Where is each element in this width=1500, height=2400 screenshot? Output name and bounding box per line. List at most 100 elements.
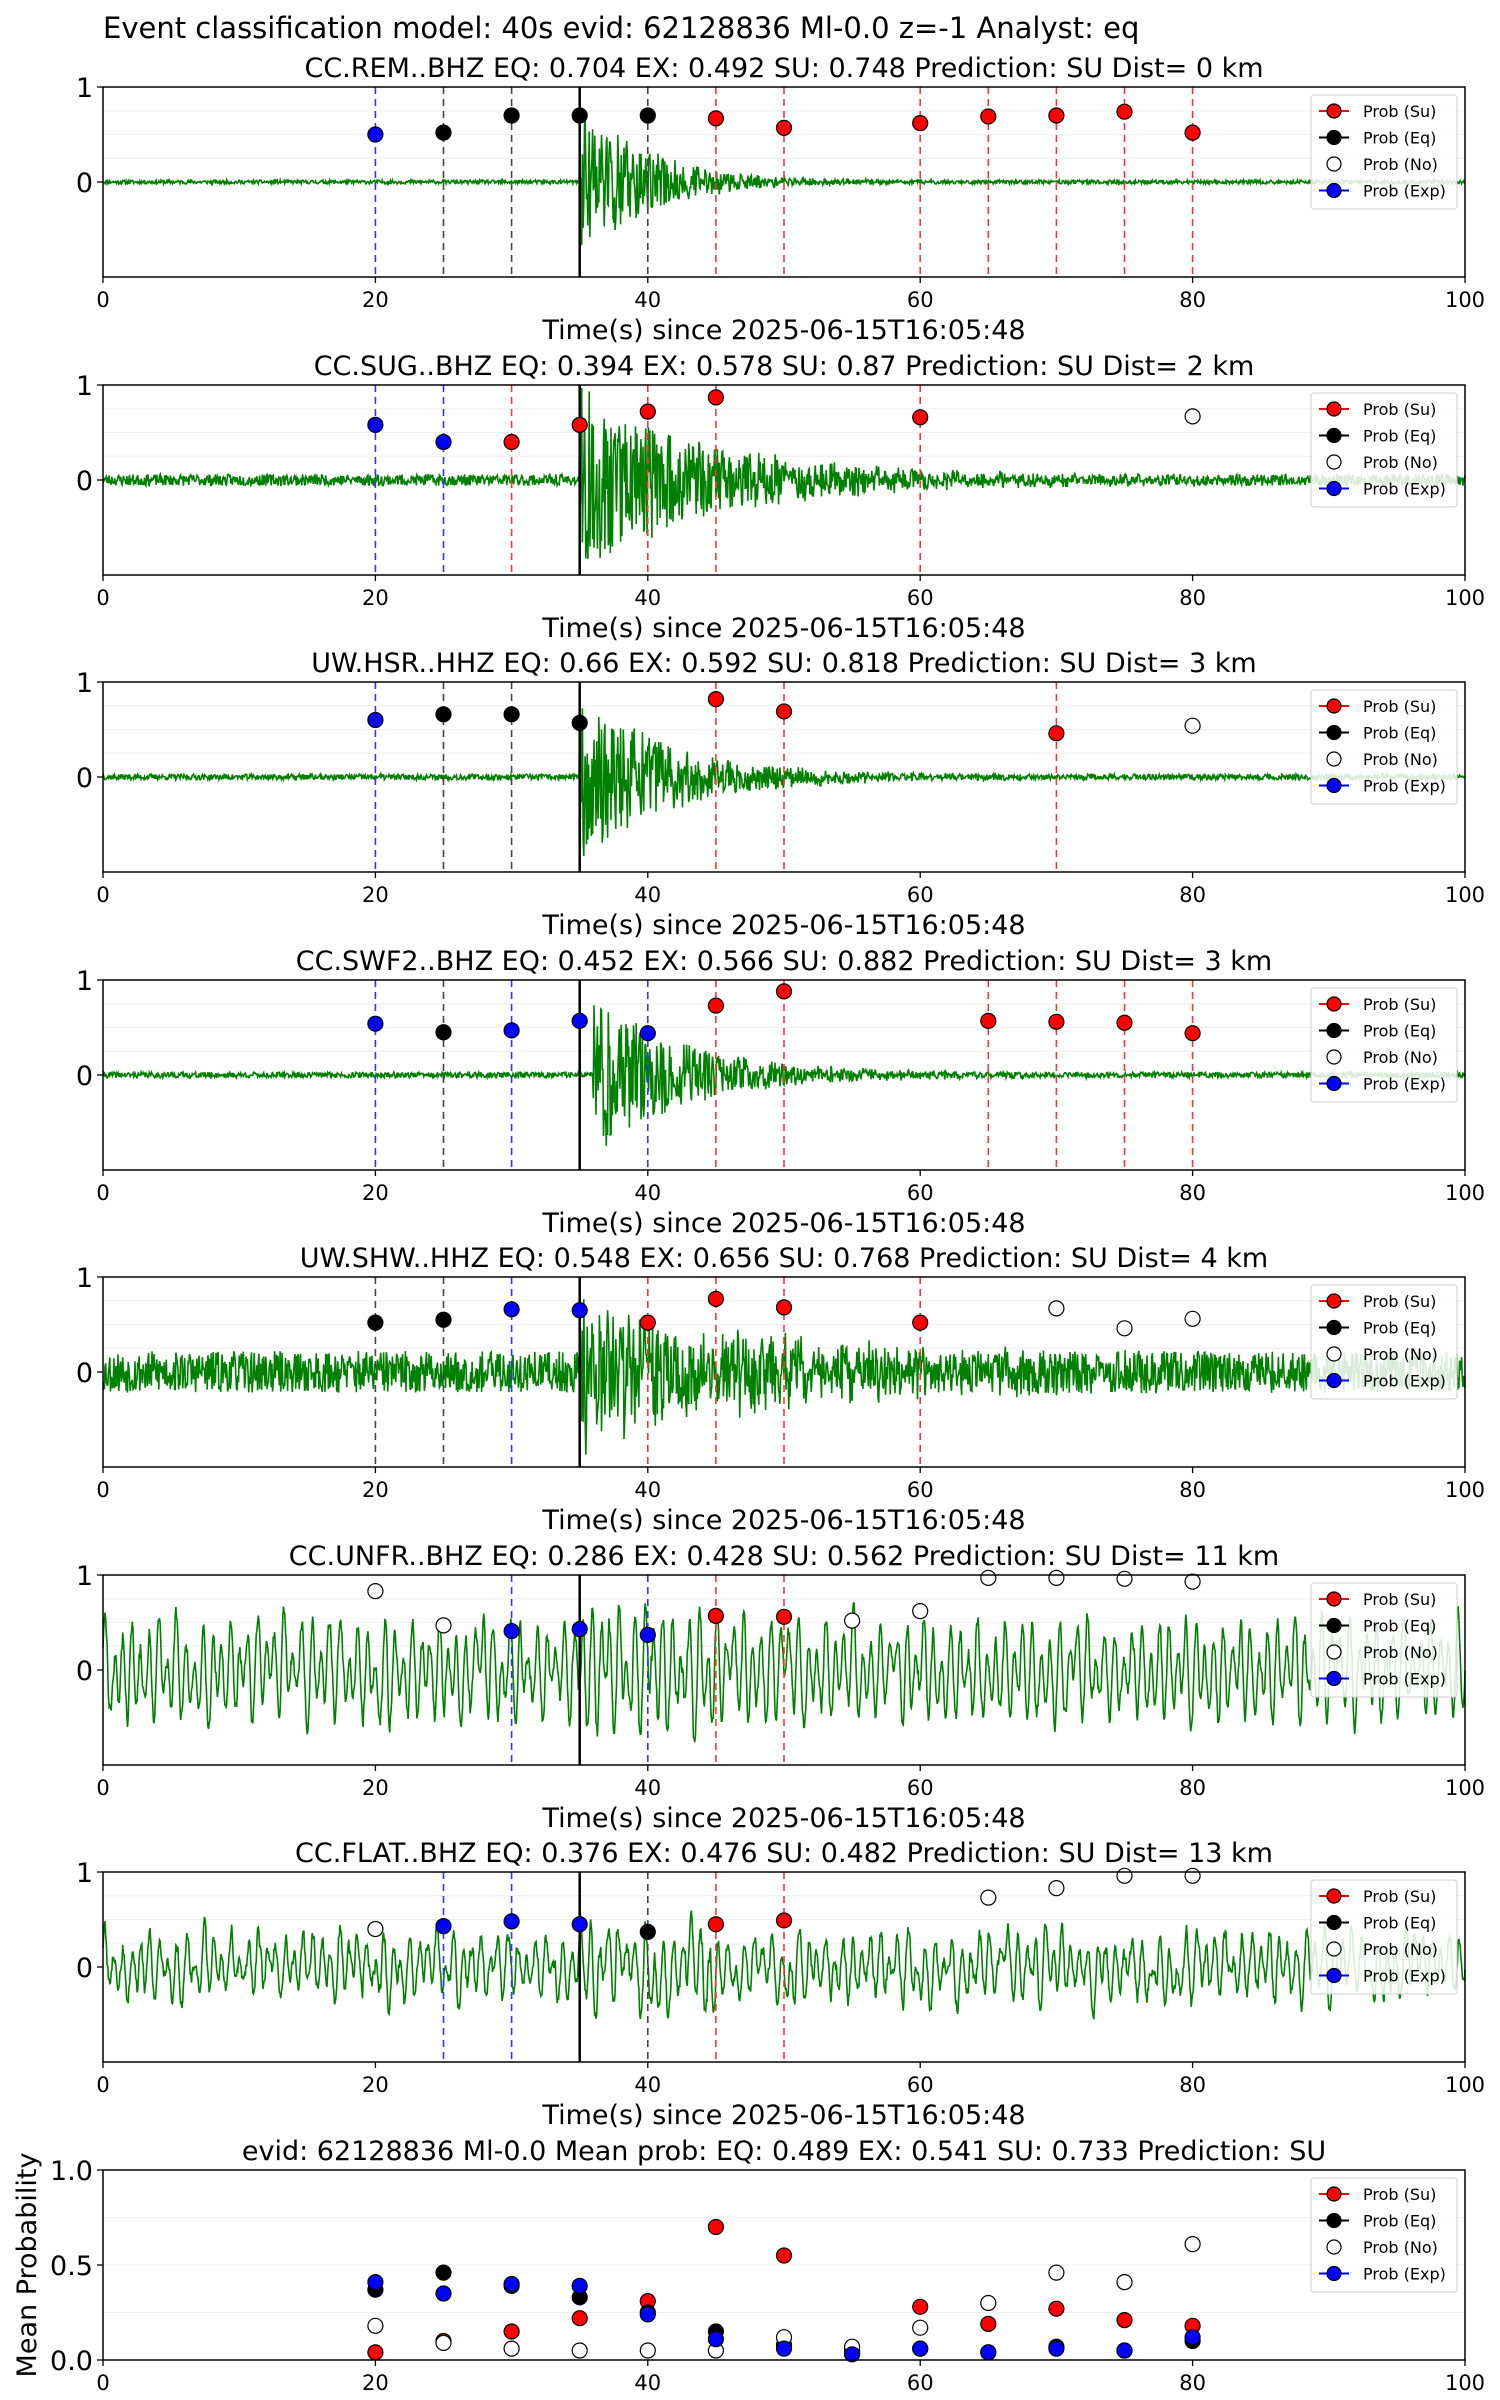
x-tick-label: 100 (1445, 883, 1485, 907)
prob-point-eq (435, 1311, 452, 1328)
legend-box (1310, 392, 1458, 508)
y-tick-label: 0.0 (50, 2346, 93, 2377)
prob-point-su (707, 1916, 725, 1933)
y-tick-label: 1 (76, 668, 93, 699)
legend-marker-su (1326, 1888, 1342, 1904)
legend-marker-exp (1326, 182, 1342, 199)
prob-point-su (1184, 1025, 1201, 1042)
y-axis-label: Mean Probability (12, 2153, 43, 2378)
legend-label: Prob (Exp) (1363, 777, 1446, 796)
prob-point-su (980, 108, 997, 125)
prob-point-su (775, 119, 793, 136)
legend-label: Prob (Exp) (1363, 1967, 1446, 1986)
y-tick-label: 1 (76, 73, 93, 104)
prob-point-exp (503, 1301, 520, 1318)
panel-2: CC.SUG..BHZ EQ: 0.394 EX: 0.578 SU: 0.87… (76, 351, 1485, 644)
mean-prob-point-su (1048, 2300, 1065, 2317)
prob-point-no (367, 1583, 384, 1600)
mean-prob-point-exp (571, 2277, 588, 2294)
legend-label: Prob (No) (1363, 2238, 1438, 2257)
prob-point-exp (571, 1916, 588, 1933)
y-tick-label: 1 (76, 1858, 93, 1889)
x-tick-label: 80 (1179, 1776, 1206, 1800)
prob-point-su (571, 416, 588, 433)
legend-marker-eq (1326, 1319, 1342, 1336)
legend-marker-su (1326, 2186, 1342, 2202)
prob-point-exp (571, 1621, 588, 1638)
x-axis-label: Time(s) since 2025-06-15T16:05:48 (541, 1803, 1025, 1834)
mean-prob-point-exp (707, 2331, 725, 2348)
panel-7: CC.FLAT..BHZ EQ: 0.376 EX: 0.476 SU: 0.4… (76, 1838, 1485, 2131)
legend-label: Prob (Su) (1363, 102, 1436, 121)
x-tick-label: 60 (907, 2371, 934, 2395)
x-tick-label: 40 (634, 1776, 661, 1800)
x-tick-label: 100 (1445, 1776, 1485, 1800)
prob-point-exp (367, 416, 384, 433)
x-tick-label: 60 (907, 1181, 934, 1205)
x-tick-label: 0 (96, 883, 109, 907)
mean-prob-point-no (435, 2334, 452, 2351)
legend-marker-eq (1326, 129, 1342, 146)
legend-marker-exp (1326, 1075, 1342, 1092)
x-tick-label: 20 (362, 288, 389, 312)
mean-prob-point-su (1116, 2312, 1133, 2329)
prob-point-exp (571, 1012, 588, 1029)
mean-prob-point-no (639, 2342, 656, 2359)
y-tick-label: 0.5 (50, 2251, 93, 2282)
legend-box (1310, 1582, 1458, 1698)
prob-point-exp (503, 1913, 520, 1930)
prob-point-exp (571, 1302, 588, 1319)
legend-marker-su (1326, 1293, 1342, 1309)
x-tick-label: 0 (96, 288, 109, 312)
legend-label: Prob (No) (1363, 1048, 1438, 1067)
prob-point-no (980, 1889, 997, 1906)
mean-prob-point-no (912, 2319, 929, 2336)
prob-point-su (707, 1607, 725, 1624)
panel-6: CC.UNFR..BHZ EQ: 0.286 EX: 0.428 SU: 0.5… (76, 1541, 1485, 1834)
panel-title: CC.SWF2..BHZ EQ: 0.452 EX: 0.566 SU: 0.8… (296, 946, 1272, 977)
waveform-trace (102, 1910, 1466, 2020)
panel-title: CC.UNFR..BHZ EQ: 0.286 EX: 0.428 SU: 0.5… (289, 1541, 1279, 1572)
x-tick-label: 80 (1179, 883, 1206, 907)
prob-point-no (1048, 1880, 1065, 1897)
prob-point-eq (367, 1314, 384, 1331)
panel-title: UW.HSR..HHZ EQ: 0.66 EX: 0.592 SU: 0.818… (311, 648, 1256, 679)
x-tick-label: 80 (1179, 2371, 1206, 2395)
prob-point-no (367, 1920, 384, 1938)
prob-point-no (1048, 1300, 1065, 1317)
legend-marker-no (1326, 156, 1342, 172)
mean-prob-point-no (1116, 2274, 1133, 2291)
y-tick-label: 0 (76, 763, 93, 794)
x-tick-label: 0 (96, 2371, 109, 2395)
legend-label: Prob (No) (1363, 453, 1438, 472)
legend-marker-no (1326, 1941, 1342, 1957)
prob-point-no (435, 1617, 452, 1634)
x-tick-label: 20 (362, 1181, 389, 1205)
panels: CC.REM..BHZ EQ: 0.704 EX: 0.492 SU: 0.74… (12, 53, 1485, 2395)
legend: Prob (Su) Prob (Eq) Prob (No) Prob (Exp) (1310, 392, 1458, 508)
mean-prob-point-exp (1184, 2329, 1201, 2346)
legend-label: Prob (Eq) (1363, 724, 1436, 743)
y-tick-label: 0 (76, 1953, 93, 1984)
legend: Prob (Su) Prob (Eq) Prob (No) Prob (Exp) (1310, 1284, 1458, 1400)
mean-prob-point-no (503, 2340, 520, 2357)
x-tick-label: 40 (634, 1478, 661, 1502)
prob-point-eq (503, 107, 520, 124)
legend-label: Prob (Su) (1363, 995, 1436, 1014)
y-tick-label: 0 (76, 168, 93, 199)
legend-marker-eq (1326, 2212, 1342, 2229)
legend-label: Prob (Su) (1363, 1887, 1436, 1906)
mean-prob-point-no (367, 2317, 384, 2334)
prob-point-su (1116, 1014, 1133, 1031)
mean-prob-point-no (571, 2342, 588, 2359)
x-tick-label: 40 (634, 2371, 661, 2395)
prob-point-su (912, 1314, 929, 1331)
legend-marker-exp (1326, 1967, 1342, 1984)
legend-label: Prob (Su) (1363, 2185, 1436, 2204)
mean-prob-point-su (980, 2315, 997, 2332)
x-tick-label: 60 (907, 883, 934, 907)
x-tick-label: 20 (362, 586, 389, 610)
legend-marker-exp (1326, 777, 1342, 794)
x-axis-label: Time(s) since 2025-06-15T16:05:48 (541, 1505, 1025, 1536)
panel-title: UW.SHW..HHZ EQ: 0.548 EX: 0.656 SU: 0.76… (300, 1243, 1268, 1274)
